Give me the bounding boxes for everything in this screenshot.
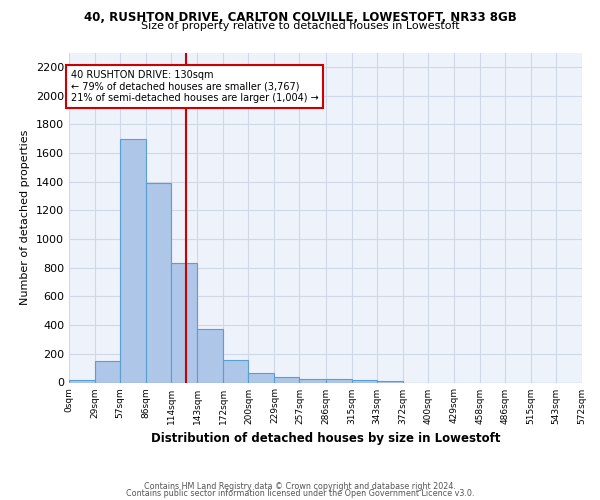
Bar xyxy=(69,380,95,382)
Bar xyxy=(197,328,223,382)
Bar xyxy=(146,183,171,382)
Text: Contains public sector information licensed under the Open Government Licence v3: Contains public sector information licen… xyxy=(126,489,474,498)
Text: 40 RUSHTON DRIVE: 130sqm
← 79% of detached houses are smaller (3,767)
21% of sem: 40 RUSHTON DRIVE: 130sqm ← 79% of detach… xyxy=(71,70,319,103)
Bar xyxy=(325,379,352,382)
Text: Contains HM Land Registry data © Crown copyright and database right 2024.: Contains HM Land Registry data © Crown c… xyxy=(144,482,456,491)
Bar xyxy=(352,380,377,382)
Bar xyxy=(274,378,299,382)
Bar xyxy=(248,373,274,382)
Bar xyxy=(299,379,326,382)
Bar xyxy=(95,361,120,382)
Bar xyxy=(171,262,197,382)
Bar xyxy=(120,138,146,382)
Bar xyxy=(223,360,248,382)
Text: Size of property relative to detached houses in Lowestoft: Size of property relative to detached ho… xyxy=(140,21,460,31)
Text: 40, RUSHTON DRIVE, CARLTON COLVILLE, LOWESTOFT, NR33 8GB: 40, RUSHTON DRIVE, CARLTON COLVILLE, LOW… xyxy=(83,11,517,24)
X-axis label: Distribution of detached houses by size in Lowestoft: Distribution of detached houses by size … xyxy=(151,432,500,445)
Bar xyxy=(377,381,403,382)
Y-axis label: Number of detached properties: Number of detached properties xyxy=(20,130,31,305)
